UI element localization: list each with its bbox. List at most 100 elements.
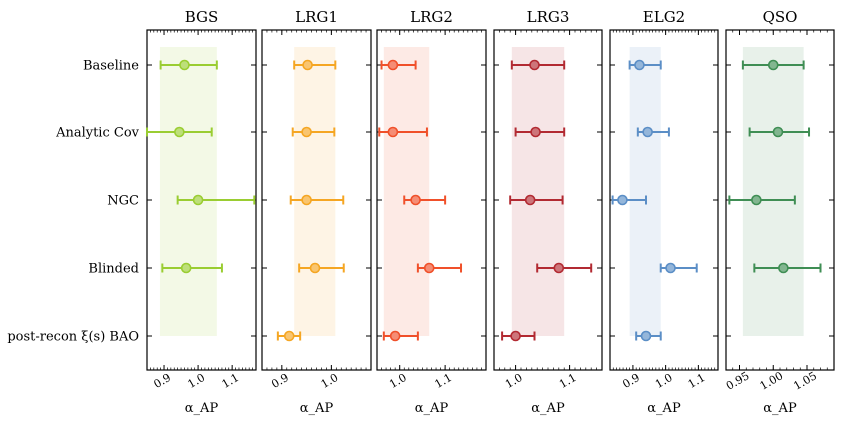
tick-label: 0.95 bbox=[724, 369, 752, 393]
data-point bbox=[510, 59, 566, 71]
marker bbox=[283, 330, 295, 342]
marker bbox=[553, 262, 565, 274]
data-point bbox=[635, 330, 662, 342]
data-point bbox=[378, 126, 428, 138]
x-axis-label: α_AP bbox=[647, 401, 681, 416]
panel-title: LRG1 bbox=[295, 8, 338, 26]
panel-bgs: BGS 0.9 1.0 1.1α_AP bbox=[146, 8, 257, 416]
marker bbox=[767, 59, 779, 71]
x-axis-label: α_AP bbox=[415, 401, 449, 416]
marker bbox=[301, 194, 312, 206]
panel-lrg2: LRG2 1.0 1.1 α_AP bbox=[376, 8, 487, 416]
data-point bbox=[501, 330, 536, 342]
marker bbox=[751, 194, 762, 206]
data-point bbox=[293, 59, 337, 71]
data-point bbox=[509, 194, 564, 206]
data-point bbox=[753, 262, 822, 274]
row-label: NGC bbox=[107, 194, 139, 209]
marker bbox=[389, 330, 401, 342]
marker bbox=[530, 126, 541, 138]
marker bbox=[387, 59, 399, 71]
marker bbox=[665, 262, 676, 274]
marker bbox=[302, 59, 313, 71]
panel-title: QSO bbox=[763, 8, 798, 26]
reference-band bbox=[742, 47, 804, 336]
panel-lrg1: LRG1 0.9 1.0 α_AP bbox=[261, 8, 372, 416]
tick-label: 0.9 bbox=[151, 371, 173, 391]
tick-label: 1.00 bbox=[758, 369, 786, 393]
data-point bbox=[628, 59, 662, 71]
tick-label: 0.9 bbox=[620, 371, 642, 391]
data-point bbox=[298, 262, 345, 274]
panel-lrg3: LRG3 1.0 1.1 α_AP bbox=[493, 8, 603, 416]
tick-label: 1.1 bbox=[433, 371, 455, 391]
x-axis-label: α_AP bbox=[300, 401, 334, 416]
tick-label: 1.0 bbox=[319, 371, 341, 391]
marker bbox=[640, 330, 652, 342]
marker bbox=[524, 194, 536, 206]
reference-band bbox=[383, 47, 430, 336]
marker bbox=[778, 262, 789, 274]
row-label: Analytic Cov bbox=[55, 126, 140, 141]
marker bbox=[180, 262, 192, 274]
marker bbox=[634, 59, 645, 71]
data-point bbox=[728, 194, 796, 206]
marker bbox=[301, 126, 312, 138]
panel-title: ELG2 bbox=[643, 8, 685, 26]
x-axis-label: α_AP bbox=[763, 401, 797, 416]
data-point bbox=[380, 59, 417, 71]
panel-title: LRG2 bbox=[410, 8, 453, 26]
data-point bbox=[289, 194, 345, 206]
reference-band bbox=[294, 47, 336, 336]
marker bbox=[387, 126, 399, 138]
reference-band bbox=[511, 47, 565, 336]
marker bbox=[309, 262, 321, 274]
data-point bbox=[748, 126, 811, 138]
tick-label: 1.05 bbox=[791, 369, 819, 393]
data-point bbox=[146, 126, 213, 138]
data-point bbox=[382, 330, 419, 342]
tick-label: 1.0 bbox=[503, 371, 525, 391]
marker bbox=[642, 126, 653, 138]
tick-label: 0.9 bbox=[269, 371, 291, 391]
x-axis-label: α_AP bbox=[531, 401, 565, 416]
tick-label: 1.1 bbox=[557, 371, 579, 391]
data-point bbox=[514, 126, 566, 138]
reference-band bbox=[159, 47, 217, 336]
data-point bbox=[741, 59, 805, 71]
marker bbox=[617, 194, 628, 206]
data-point bbox=[276, 330, 302, 342]
row-label: Blinded bbox=[88, 262, 139, 277]
data-point bbox=[536, 262, 593, 274]
tick-label: 1.0 bbox=[186, 371, 208, 391]
tick-label: 1.0 bbox=[387, 371, 409, 391]
data-point bbox=[159, 59, 218, 71]
reference-band bbox=[629, 47, 661, 336]
marker bbox=[174, 126, 185, 138]
data-point bbox=[176, 194, 256, 206]
panel-title: BGS bbox=[185, 8, 219, 26]
data-point bbox=[403, 194, 447, 206]
marker bbox=[179, 59, 190, 71]
panel-qso: QSO 0.95 1.00 1.05 α_AP bbox=[724, 8, 835, 416]
data-point bbox=[611, 194, 647, 206]
data-point bbox=[161, 262, 223, 274]
marker bbox=[192, 194, 204, 206]
data-point bbox=[416, 262, 463, 274]
data-point bbox=[659, 262, 698, 274]
marker bbox=[410, 194, 421, 206]
marker bbox=[772, 126, 784, 138]
tick-label: 1.1 bbox=[686, 371, 708, 391]
data-point bbox=[636, 126, 670, 138]
data-point bbox=[291, 126, 336, 138]
panel-title: LRG3 bbox=[527, 8, 570, 26]
tick-label: 1.0 bbox=[653, 371, 675, 391]
row-label: post-recon ξ(s) BAO bbox=[7, 330, 139, 345]
marker bbox=[423, 262, 435, 274]
x-axis-label: α_AP bbox=[185, 401, 219, 416]
marker bbox=[510, 330, 521, 342]
marker bbox=[529, 59, 540, 71]
row-label: Baseline bbox=[83, 59, 139, 74]
panel-elg2: ELG2 0.9 1.0 1.1 α_AP bbox=[609, 8, 719, 416]
